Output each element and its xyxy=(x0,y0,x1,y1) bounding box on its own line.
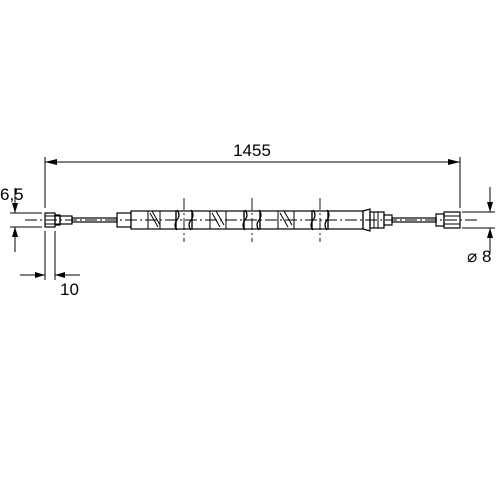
technical-drawing: 1455 6,5 10 ⌀ 8 xyxy=(0,0,500,500)
dim-right-diameter-value: ⌀ 8 xyxy=(467,247,491,266)
dim-left-width: 10 xyxy=(20,231,80,299)
dim-left-height-value: 6,5 xyxy=(0,185,24,204)
dim-left-width-value: 10 xyxy=(60,280,79,299)
dim-left-height: 6,5 xyxy=(0,185,42,252)
dim-overall-length-value: 1455 xyxy=(233,141,271,160)
dim-overall-length: 1455 xyxy=(45,141,460,208)
dim-right-diameter: ⌀ 8 xyxy=(462,187,495,266)
